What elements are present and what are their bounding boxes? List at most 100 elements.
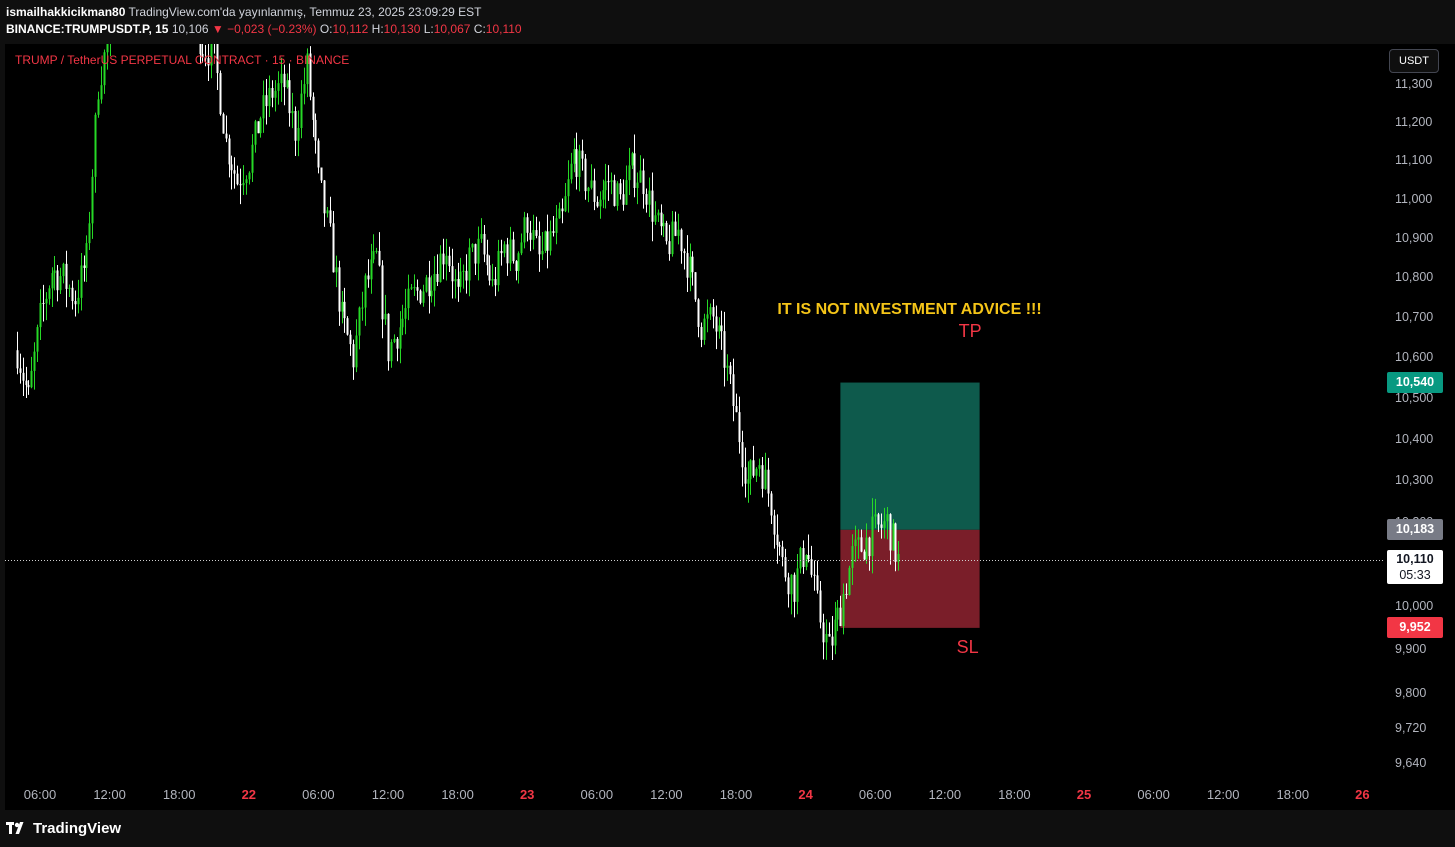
- candle-body: [558, 208, 561, 219]
- candle-body: [857, 537, 860, 540]
- candle-body: [222, 114, 225, 134]
- price-tick-label: 10,500: [1395, 390, 1434, 405]
- candle-body: [529, 232, 532, 240]
- price-axis[interactable]: USDT 11,300 11,200 11,100 11,000 10,900 10,80…: [1385, 44, 1455, 810]
- candle-body: [474, 244, 477, 264]
- candle-body: [428, 277, 431, 297]
- candle-body: [210, 44, 213, 66]
- candle-body: [416, 287, 419, 291]
- candle-body: [488, 265, 491, 281]
- price-tick-label: 11,000: [1395, 191, 1433, 206]
- candle-body: [343, 301, 346, 319]
- take-profit-label[interactable]: TP: [958, 321, 982, 341]
- candle-body: [352, 344, 355, 368]
- candle-body: [425, 277, 428, 292]
- currency-button[interactable]: USDT: [1389, 49, 1439, 73]
- candle-body: [332, 223, 335, 273]
- candle-body: [242, 183, 245, 186]
- time-tick-label: 18:00: [719, 787, 753, 802]
- down-arrow-icon: ▼: [211, 22, 224, 36]
- candle-body: [262, 95, 265, 119]
- candle-body: [399, 327, 402, 349]
- stop-price-badge: 9,952: [1387, 617, 1443, 639]
- candle-body: [407, 288, 410, 309]
- candle-body: [628, 165, 631, 181]
- candle-body: [442, 253, 445, 265]
- candle-body: [361, 307, 364, 309]
- candle-body: [259, 118, 262, 134]
- candle-body: [645, 194, 648, 205]
- candle-body: [897, 553, 900, 562]
- candle-body: [74, 301, 77, 305]
- candle-body: [816, 575, 819, 591]
- candle-body: [56, 270, 59, 291]
- candle-body: [538, 235, 541, 255]
- candle-body: [720, 325, 723, 332]
- candle-body: [871, 516, 874, 557]
- candle-body: [810, 559, 813, 575]
- entry-price-badge: 10,183: [1387, 519, 1443, 541]
- author-name[interactable]: ismailhakkicikman80: [6, 5, 126, 19]
- candle-body: [889, 514, 892, 551]
- candle-body: [419, 290, 422, 303]
- candle-body: [457, 278, 460, 287]
- candle-body: [755, 468, 758, 476]
- candle-body: [578, 150, 581, 177]
- publish-info: TradingView.com'da yayınlanmış, Temmuz 2…: [128, 5, 482, 19]
- stop-zone: [840, 529, 980, 628]
- candle-body: [836, 607, 839, 620]
- time-tick-label: 12:00: [93, 787, 126, 802]
- candle-body: [346, 318, 349, 335]
- candle-body: [570, 163, 573, 180]
- candle-body: [596, 201, 599, 207]
- tradingview-logo-icon: [6, 822, 24, 834]
- candle-body: [787, 577, 790, 595]
- tradingview-logo[interactable]: TradingView: [6, 820, 121, 837]
- candle-body: [651, 190, 654, 222]
- chart-pane[interactable]: TRUMP / TetherUS PERPETUAL CONTRACT · 15…: [5, 44, 1385, 810]
- candle-body: [602, 190, 605, 200]
- candle-body: [251, 144, 254, 173]
- low-label: L:: [423, 22, 434, 36]
- price-tick-label: 11,300: [1395, 77, 1433, 91]
- candle-body: [671, 221, 674, 255]
- advice-annotation[interactable]: IT IS NOT INVESTMENT ADVICE !!!: [777, 301, 1042, 318]
- candle-body: [335, 267, 338, 273]
- candle-body: [59, 276, 62, 291]
- candle-body: [613, 180, 616, 206]
- candle-body: [51, 273, 54, 289]
- candle-body: [294, 111, 297, 141]
- candle-body: [599, 199, 602, 207]
- candle-body: [520, 242, 523, 254]
- candle-body: [326, 210, 329, 214]
- candle-body: [27, 385, 30, 388]
- high-value: 10,130: [383, 22, 421, 36]
- candle-body: [228, 138, 231, 165]
- close-label: C:: [473, 22, 486, 36]
- candle-body: [201, 53, 204, 58]
- candle-body: [662, 222, 665, 227]
- candle-body: [254, 121, 257, 145]
- candle-body: [512, 239, 515, 262]
- candle-body: [877, 514, 880, 525]
- candle-body: [515, 261, 518, 271]
- price-tick-label: 11,200: [1395, 114, 1433, 129]
- time-tick-label: 18:00: [162, 787, 196, 802]
- time-tick-label: 06:00: [1137, 787, 1170, 802]
- price-tick-label: 9,900: [1395, 642, 1427, 657]
- chart-canvas[interactable]: [5, 44, 1385, 810]
- candle-body: [370, 259, 373, 280]
- candle-body: [207, 58, 210, 66]
- symbol-name[interactable]: BINANCE:TRUMPUSDT.P, 15: [6, 22, 169, 36]
- time-tick-label: 26: [1355, 787, 1370, 802]
- stop-loss-label[interactable]: SL: [956, 637, 979, 657]
- candle-body: [268, 87, 271, 107]
- candle-body: [239, 184, 242, 186]
- candle-body: [320, 167, 323, 181]
- candle-body: [706, 314, 709, 319]
- time-tick-label: 22: [241, 787, 257, 802]
- candle-body: [30, 370, 33, 388]
- candle-body: [471, 244, 474, 248]
- candle-body: [338, 267, 341, 312]
- candle-body: [633, 153, 636, 188]
